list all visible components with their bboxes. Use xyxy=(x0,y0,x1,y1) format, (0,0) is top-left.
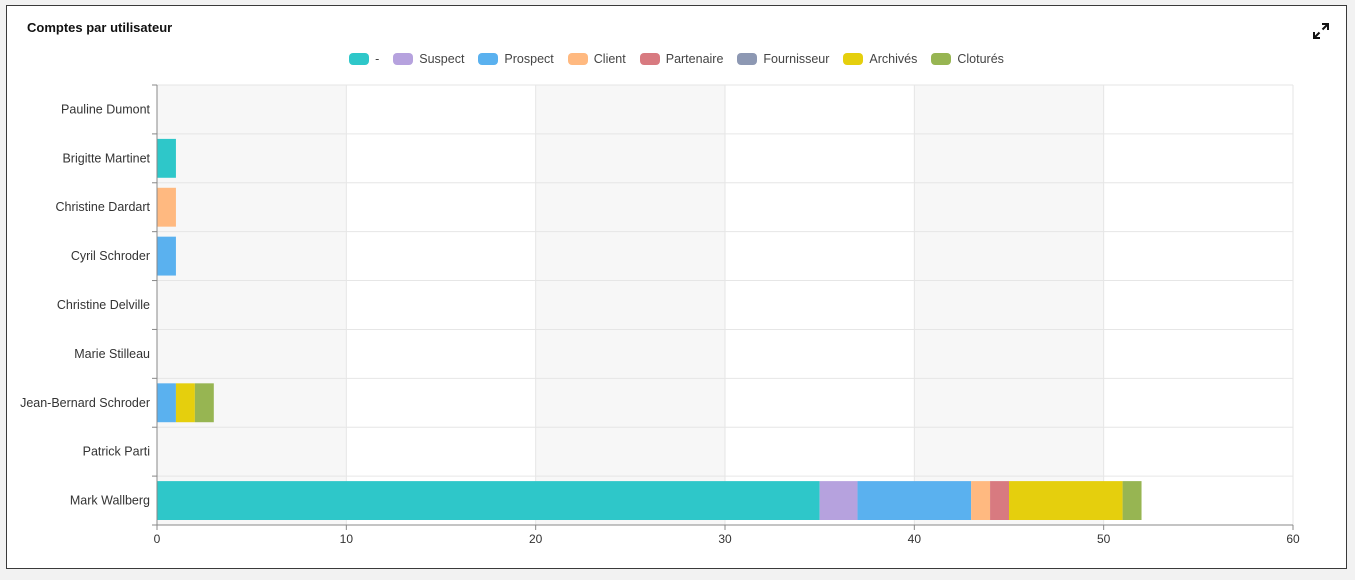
bar-segment xyxy=(1009,481,1123,520)
grid-band xyxy=(157,85,347,525)
bar-segment xyxy=(857,481,972,520)
legend-label: Cloturés xyxy=(957,52,1004,66)
legend-item[interactable]: - xyxy=(349,52,379,66)
bar-segment xyxy=(157,481,820,520)
bar-segment xyxy=(157,236,176,276)
bar-segment xyxy=(157,138,176,178)
y-tick-label: Christine Dardart xyxy=(56,200,151,214)
legend-label: - xyxy=(375,52,380,66)
y-tick-label: Marie Stilleau xyxy=(74,347,150,361)
legend-swatch xyxy=(639,53,660,65)
legend-label: Fournisseur xyxy=(763,52,830,66)
legend-item[interactable]: Archivés xyxy=(843,52,917,66)
x-tick-label: 20 xyxy=(529,532,543,546)
legend-swatch xyxy=(478,53,499,65)
y-tick-label: Jean-Bernard Schroder xyxy=(20,396,150,410)
grid-band xyxy=(914,85,1104,525)
bar-segment xyxy=(157,383,176,423)
legend-item[interactable]: Fournisseur xyxy=(737,52,829,66)
legend-item[interactable]: Client xyxy=(567,52,626,66)
legend-swatch xyxy=(393,53,414,65)
bar-segment xyxy=(990,481,1009,520)
legend-label: Suspect xyxy=(419,52,465,66)
legend-label: Partenaire xyxy=(665,52,724,66)
card-title: Comptes par utilisateur xyxy=(27,20,173,35)
legend-item[interactable]: Suspect xyxy=(393,52,464,66)
legend-item[interactable]: Prospect xyxy=(478,52,554,66)
expand-icon[interactable] xyxy=(1312,22,1330,40)
legend-swatch xyxy=(737,53,758,65)
x-tick-label: 10 xyxy=(340,532,354,546)
y-tick-label: Pauline Dumont xyxy=(61,102,150,116)
legend-label: Prospect xyxy=(504,52,554,66)
y-tick-label: Christine Delville xyxy=(57,298,150,312)
y-tick-label: Patrick Parti xyxy=(83,445,150,459)
bar-segment xyxy=(175,383,195,423)
legend-item[interactable]: Cloturés xyxy=(931,52,1004,66)
grid-band xyxy=(346,85,536,525)
legend-swatch xyxy=(843,53,864,65)
bar-segment xyxy=(1122,481,1142,520)
legend-swatch xyxy=(931,53,952,65)
legend-swatch xyxy=(349,53,370,65)
grid-band xyxy=(725,85,915,525)
y-tick-label: Cyril Schroder xyxy=(71,249,150,263)
x-tick-label: 60 xyxy=(1286,532,1300,546)
grid-band xyxy=(1103,85,1293,525)
legend-item[interactable]: Partenaire xyxy=(639,52,724,66)
legend-swatch xyxy=(567,53,588,65)
x-tick-label: 0 xyxy=(154,532,161,546)
grid-band xyxy=(535,85,725,525)
legend-label: Client xyxy=(593,52,626,66)
y-tick-label: Mark Wallberg xyxy=(70,494,150,508)
x-tick-label: 30 xyxy=(718,532,732,546)
chart-legend: - Suspect Prospect Client Partenaire Fourniss… xyxy=(7,52,1346,66)
bar-segment xyxy=(157,187,176,227)
bar-segment xyxy=(194,383,214,423)
bar-segment xyxy=(971,481,991,520)
x-tick-label: 50 xyxy=(1097,532,1111,546)
legend-label: Archivés xyxy=(869,52,918,66)
y-tick-label: Brigitte Martinet xyxy=(62,151,150,165)
bar-segment xyxy=(819,481,858,520)
x-tick-label: 40 xyxy=(908,532,922,546)
